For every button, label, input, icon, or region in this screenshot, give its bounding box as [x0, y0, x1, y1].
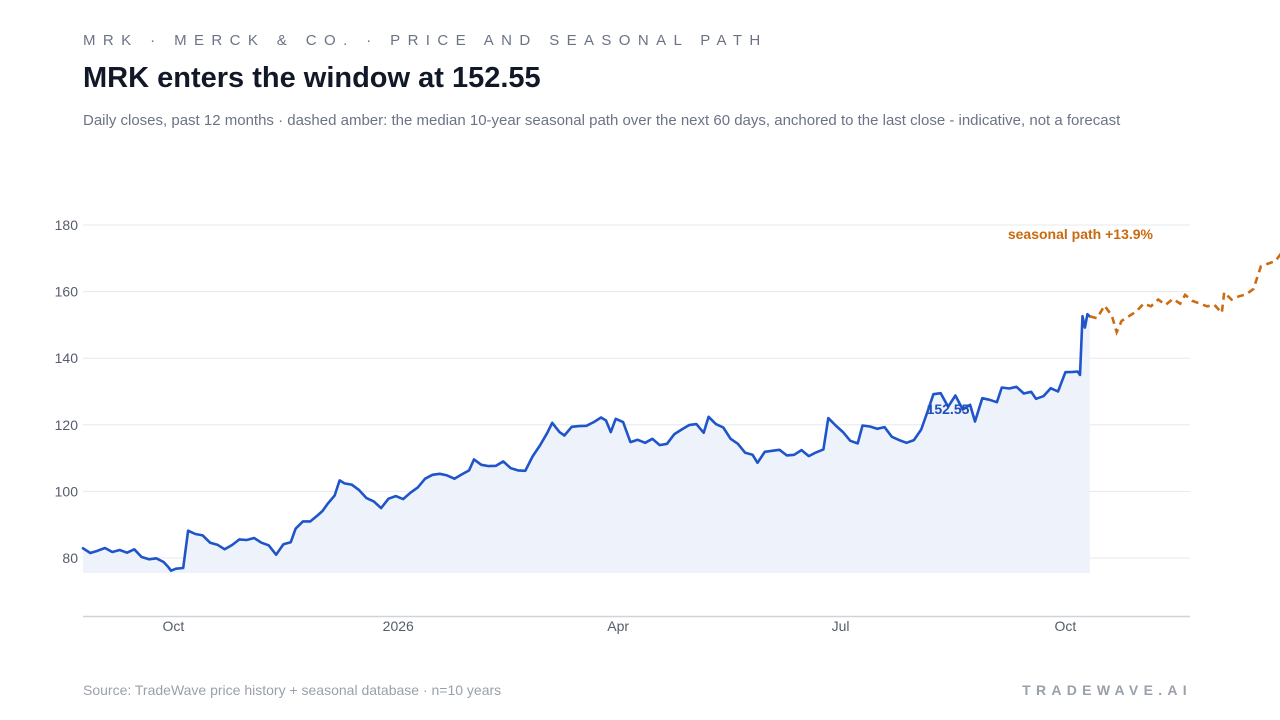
seasonal-path-line — [1089, 252, 1280, 337]
chart-kicker: MRK · MERCK & CO. · PRICE AND SEASONAL P… — [83, 32, 768, 49]
x-tick-label: 2026 — [383, 618, 414, 634]
y-tick-label: 80 — [62, 550, 78, 566]
seasonal-path-label: seasonal path +13.9% — [1008, 226, 1154, 242]
y-tick-label: 140 — [55, 350, 79, 366]
y-tick-label: 160 — [55, 284, 79, 300]
price-area — [83, 314, 1090, 573]
chart-title: MRK enters the window at 152.55 — [83, 62, 541, 94]
x-tick-label: Jul — [832, 618, 850, 634]
x-axis-ticks: Oct 2026 Apr Jul Oct — [163, 618, 1077, 634]
y-tick-label: 180 — [55, 217, 79, 233]
y-axis-ticks: 80 100 120 140 160 180 — [55, 217, 79, 566]
last-close-label: 152.55 — [927, 401, 970, 417]
source-note: Source: TradeWave price history + season… — [83, 682, 502, 698]
x-tick-label: Oct — [1054, 618, 1076, 634]
x-tick-label: Oct — [163, 618, 185, 634]
chart-subtitle: Daily closes, past 12 months · dashed am… — [83, 112, 1121, 129]
x-tick-label: Apr — [607, 618, 629, 634]
y-tick-label: 100 — [55, 483, 79, 499]
y-tick-label: 120 — [55, 417, 79, 433]
brand-wordmark: TRADEWAVE.AI — [1022, 682, 1192, 698]
price-line — [81, 312, 1092, 572]
